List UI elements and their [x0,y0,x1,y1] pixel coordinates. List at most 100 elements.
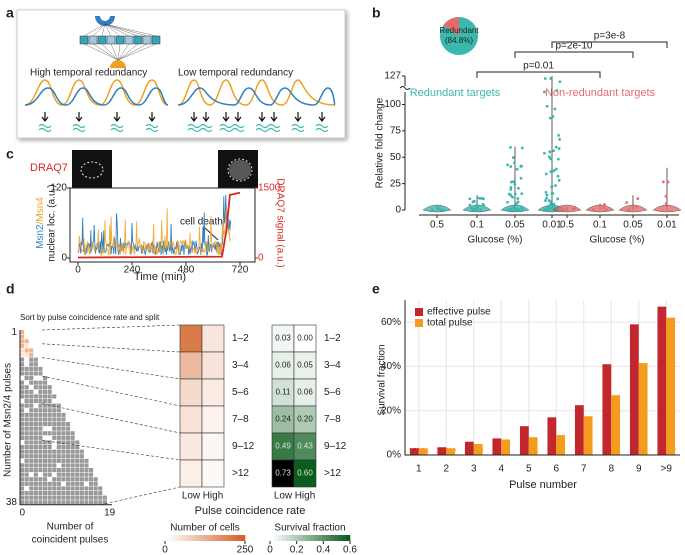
grid-cell [24,348,29,353]
point [548,150,552,154]
grid-cell [70,454,75,459]
count-cell [179,432,203,461]
grid-cell [38,440,43,445]
grid-cell [43,477,48,482]
grid-cell [20,472,25,477]
grid-cell [79,500,84,505]
y-tick-label: 50 [390,152,402,163]
panel-label: d [6,281,15,297]
grid-cell [47,486,52,491]
row-label: >12 [232,468,249,479]
grid-cell [89,481,94,486]
count-label: 17 [631,448,639,455]
grid-cell [29,394,34,399]
grid-cell [24,486,29,491]
violin [652,204,682,213]
grid-cell [29,417,34,422]
grid-cell [75,477,80,482]
bar [583,416,593,455]
grid-cell [56,500,61,505]
grid-cell [79,481,84,486]
point [517,186,520,190]
grid-cell [29,357,34,362]
point [554,145,558,149]
grid-cell [20,348,25,353]
grid-cell [38,445,43,450]
count-label: 70 [521,448,529,455]
grid-cell [33,463,38,468]
cell-outline [227,158,253,182]
colorbar-label: 0 [267,545,273,555]
row-label: 5–6 [232,387,249,398]
grid-cell [52,458,57,463]
marker-label: DRAQ7 [30,162,68,174]
grid-cell [38,394,43,399]
grid-cell [66,481,71,486]
grid-cell [43,495,48,500]
grid-cell [61,468,66,473]
point [509,207,512,211]
point [506,163,509,167]
leader [41,403,181,434]
grid-cell [84,495,89,500]
grid-cell [75,495,80,500]
grid-cell [29,449,34,454]
wave [267,123,281,133]
grid-cell [47,385,52,390]
node [124,35,134,45]
grid-cell [29,371,34,376]
bar [437,447,447,455]
count-label: 125 [436,448,447,455]
point [511,206,515,210]
grid-cell [75,468,80,473]
grid-cell [93,495,98,500]
point [505,208,509,212]
grid-cell [79,491,84,496]
grid-cell [43,440,48,445]
grid-cell [24,445,29,450]
grid-cell [52,491,57,496]
grid-cell [24,403,29,408]
colorbar-step [326,535,331,541]
point [512,180,516,184]
point [547,155,551,159]
leader [41,324,181,331]
grid-cell [33,417,38,422]
wave [145,123,159,133]
grid-cell [20,449,25,454]
grid-cell [66,449,71,454]
point [513,192,517,196]
grid-cell [61,477,66,482]
group-title: Non-redundant targets [545,87,656,99]
count-label: 110 [445,448,456,455]
y2-axis-title: DRAQ7 signal (a.u.) [274,178,285,267]
grid-cell [38,403,43,408]
grid-cell [43,403,48,408]
point [544,172,548,176]
bar [547,417,557,455]
grid-cell [43,408,48,413]
wave [219,123,233,133]
grid-cell [47,394,52,399]
grid-cell [33,385,38,390]
grid-cell [24,417,29,422]
grid-cell [20,417,25,422]
y-tick-label: 0 [61,253,67,264]
grid-cell [56,454,61,459]
grid-cell [75,486,80,491]
annotation: cell death [180,217,223,228]
point [636,197,640,201]
grid-cell [24,353,29,358]
arrow [75,112,83,122]
colorbar-label: 0.6 [343,545,357,555]
column-label: Low [274,491,293,502]
point [468,203,472,207]
grid-cell [38,417,43,422]
x-tick-label: >9 [661,464,673,475]
leader [41,440,181,461]
grid-cell [52,454,57,459]
count-label: 93 [658,448,666,455]
grid-cell [102,500,107,505]
grid-cell [24,408,29,413]
grid-cell [20,477,25,482]
